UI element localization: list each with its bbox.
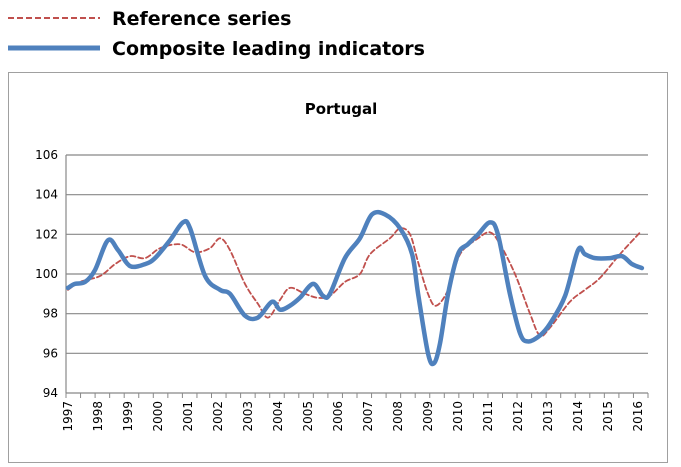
legend: Reference series Composite leading indic…	[8, 8, 425, 60]
x-tick-label: 2008	[391, 401, 405, 432]
x-tick-label: 2002	[211, 401, 225, 432]
y-tick-label: 106	[35, 148, 58, 162]
x-tick-label: 2003	[241, 401, 255, 432]
legend-label-cli: Composite leading indicators	[112, 38, 425, 60]
x-tick-label: 1999	[121, 401, 135, 432]
y-tick-label: 94	[43, 386, 58, 400]
x-tick-label: 2016	[631, 401, 645, 432]
x-tick-label: 2011	[481, 401, 495, 432]
x-tick-label: 2013	[541, 401, 555, 432]
x-tick-label: 2005	[301, 401, 315, 432]
x-tick-label: 2001	[181, 401, 195, 432]
reference-series-line	[67, 227, 641, 337]
x-tick-label: 2006	[331, 401, 345, 432]
y-tick-label: 96	[43, 346, 58, 360]
x-tick-label: 2004	[271, 401, 285, 432]
legend-label-reference: Reference series	[112, 8, 292, 30]
chart-title: Portugal	[305, 100, 378, 118]
x-tick-label: 2015	[601, 401, 615, 432]
chart-frame	[8, 72, 668, 463]
y-tick-label: 98	[43, 307, 58, 321]
x-tick-label: 2012	[511, 401, 525, 432]
x-tick-label: 2007	[361, 401, 375, 432]
y-tick-label: 102	[35, 227, 58, 241]
x-tick-label: 1998	[91, 401, 105, 432]
y-tick-label: 104	[35, 188, 58, 202]
x-tick-label: 2010	[451, 401, 465, 432]
y-tick-label: 100	[35, 267, 58, 281]
x-tick-label: 1997	[61, 401, 75, 432]
cli-series-line	[65, 209, 645, 367]
x-tick-label: 2014	[571, 401, 585, 432]
x-tick-label: 2009	[421, 401, 435, 432]
x-tick-label: 2000	[151, 401, 165, 432]
